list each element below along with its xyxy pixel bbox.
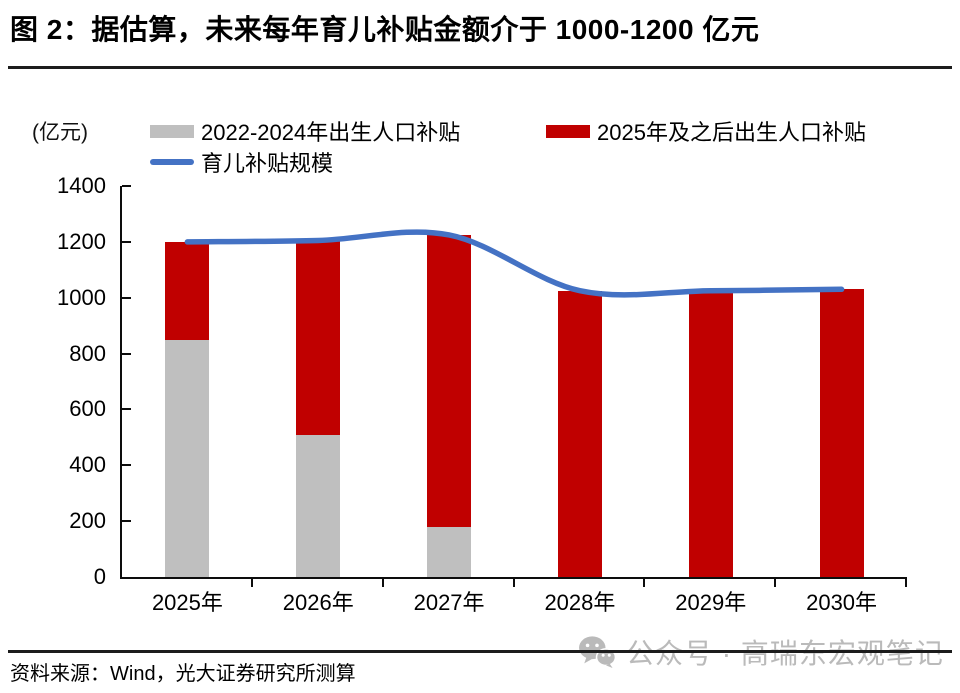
bar-segment-2025-onward-subsidy — [427, 234, 472, 527]
legend-item-blue-line: 育儿补贴规模 — [150, 146, 333, 178]
x-axis-tick-label: 2025年 — [151, 590, 223, 615]
bar-segment-2025-onward-subsidy — [557, 290, 602, 577]
title-divider — [8, 66, 952, 69]
legend-label-blue-line: 育儿补贴规模 — [201, 151, 334, 176]
bar-segment-2022-2024-subsidy — [296, 434, 341, 577]
y-axis-tick-label: 1400 — [57, 173, 106, 198]
legend-label-red-bar: 2025年及之后出生人口补贴 — [597, 120, 866, 145]
bar-segment-2025-onward-subsidy — [819, 289, 864, 577]
watermark-text: 公众号 · 高瑞东宏观笔记 — [626, 638, 944, 669]
y-axis-tick — [122, 520, 131, 523]
bar-segment-2025-onward-subsidy — [296, 240, 341, 435]
y-axis-tick-label: 1000 — [57, 284, 106, 310]
bar-segment-2022-2024-subsidy — [165, 339, 210, 577]
y-axis-tick — [122, 296, 131, 299]
watermark: 公众号 · 高瑞东宏观笔记 — [578, 632, 944, 672]
legend-item-red-bar: 2025年及之后出生人口补贴 — [546, 115, 866, 147]
x-axis-tick-label: 2030年 — [806, 590, 878, 615]
bar-segment-2025-onward-subsidy — [165, 241, 210, 340]
y-axis-unit-label: (亿元) — [32, 121, 88, 144]
y-axis-tick-label: 200 — [69, 508, 106, 534]
legend-swatch-blue-line — [150, 159, 194, 165]
bar-segment-2025-onward-subsidy — [688, 290, 733, 577]
x-axis-tick-label: 2029年 — [675, 590, 747, 615]
y-axis-tick — [122, 185, 131, 187]
y-axis-tick-label: 600 — [69, 396, 106, 422]
y-axis-tick — [122, 240, 131, 243]
x-axis-tick — [774, 579, 777, 587]
footer-divider — [8, 650, 952, 653]
wechat-icon — [579, 636, 616, 669]
bar-segment-2022-2024-subsidy — [427, 526, 472, 577]
x-axis-tick — [643, 579, 646, 587]
legend-swatch-gray-bar — [150, 124, 194, 138]
page-title: 图 2：据估算，未来每年育儿补贴金额介于 1000-1200 亿元 — [10, 14, 760, 45]
line-path — [184, 229, 845, 298]
x-axis-tick — [250, 579, 253, 587]
source-note: 资料来源：Wind，光大证券研究所测算 — [10, 663, 356, 685]
y-axis-tick — [122, 352, 131, 355]
y-axis-tick — [122, 408, 131, 411]
x-axis-tick — [381, 579, 384, 587]
x-axis-tick-label: 2027年 — [413, 590, 485, 615]
legend-item-gray-bar: 2022-2024年出生人口补贴 — [150, 115, 460, 147]
x-axis-tick-label: 2028年 — [544, 590, 616, 615]
x-axis-tick — [905, 579, 907, 587]
plot-area: 2025年 2026年 2027年 2028年 2029年 2030年 — [120, 185, 907, 615]
y-axis-tick-label: 1200 — [57, 228, 106, 254]
x-axis-tick — [512, 579, 515, 587]
subsidy-scale-line — [184, 229, 845, 298]
y-axis-tick-label: 400 — [69, 452, 106, 478]
y-axis-tick — [122, 464, 131, 467]
legend-label-gray-bar: 2022-2024年出生人口补贴 — [201, 120, 461, 145]
y-axis-tick-label: 0 — [93, 564, 106, 589]
y-axis-tick-label: 800 — [69, 340, 106, 366]
x-axis-tick-label: 2026年 — [282, 590, 354, 615]
legend-swatch-red-bar — [546, 124, 590, 138]
